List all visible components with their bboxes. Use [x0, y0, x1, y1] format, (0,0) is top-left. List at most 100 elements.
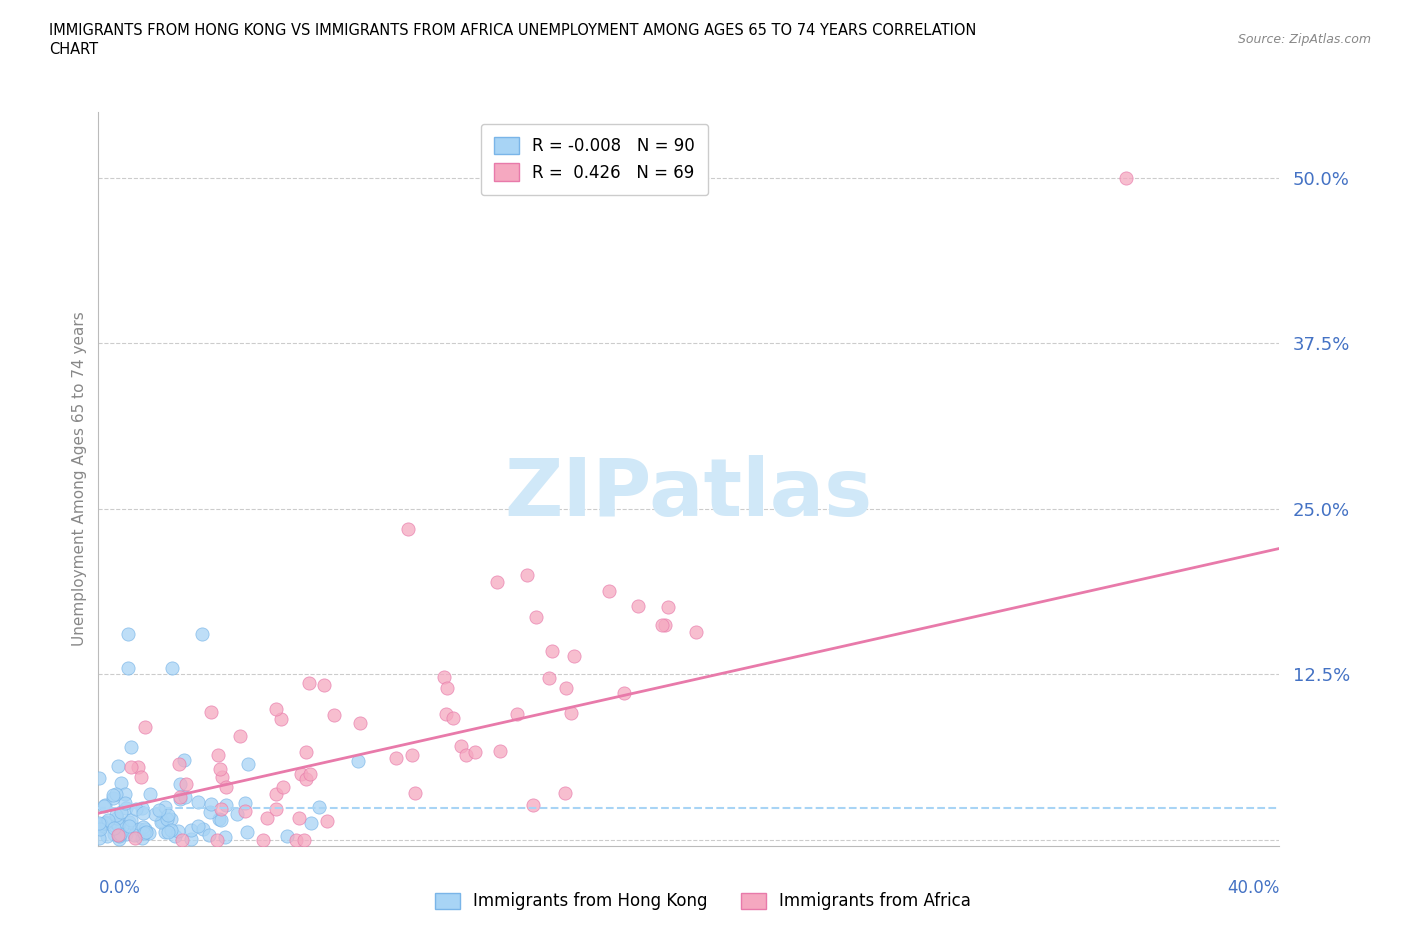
Point [148, 803, 170, 817]
Point [524, 609, 547, 624]
Point [156, 808, 179, 823]
Point [297, 676, 319, 691]
Point [108, 828, 131, 843]
Point [229, 728, 252, 743]
Point [169, 777, 191, 791]
Point [105, 787, 128, 802]
Point [191, 627, 214, 642]
Point [180, 831, 202, 846]
Point [233, 796, 256, 811]
Point [131, 805, 153, 820]
Point [441, 711, 464, 725]
Point [143, 806, 166, 821]
Point [436, 680, 458, 695]
Point [560, 706, 582, 721]
Point [107, 827, 129, 842]
Point [627, 598, 650, 613]
Point [115, 801, 138, 816]
Point [252, 832, 274, 847]
Point [135, 824, 157, 839]
Point [174, 790, 197, 804]
Point [264, 802, 287, 817]
Point [101, 790, 124, 805]
Point [134, 720, 156, 735]
Point [101, 787, 124, 802]
Point [134, 826, 156, 841]
Point [117, 627, 139, 642]
Point [157, 825, 180, 840]
Point [292, 832, 315, 847]
Point [654, 618, 676, 632]
Point [138, 825, 160, 840]
Point [516, 567, 538, 582]
Point [118, 814, 141, 829]
Point [105, 810, 128, 825]
Point [114, 786, 136, 801]
Point [506, 707, 529, 722]
Point [433, 670, 456, 684]
Point [110, 776, 132, 790]
Point [214, 830, 236, 844]
Point [308, 800, 330, 815]
Point [276, 829, 298, 844]
Y-axis label: Unemployment Among Ages 65 to 74 years: Unemployment Among Ages 65 to 74 years [72, 312, 87, 646]
Point [89, 821, 111, 836]
Point [129, 770, 152, 785]
Point [401, 748, 423, 763]
Point [139, 787, 162, 802]
Point [127, 760, 149, 775]
Point [104, 807, 127, 822]
Point [295, 772, 318, 787]
Point [191, 822, 214, 837]
Point [160, 812, 183, 827]
Point [165, 829, 187, 844]
Point [153, 825, 176, 840]
Point [198, 804, 221, 819]
Point [108, 826, 131, 841]
Point [299, 766, 322, 781]
Point [166, 823, 188, 838]
Point [103, 821, 125, 836]
Point [211, 769, 233, 784]
Point [385, 751, 408, 765]
Point [489, 743, 512, 758]
Point [236, 824, 259, 839]
Point [187, 794, 209, 809]
Point [398, 521, 420, 536]
Point [174, 777, 197, 791]
Point [94, 797, 117, 812]
Point [464, 745, 486, 760]
Point [288, 810, 311, 825]
Point [170, 832, 193, 847]
Point [110, 805, 132, 820]
Point [103, 826, 125, 841]
Legend: R = -0.008   N = 90, R =  0.426   N = 69: R = -0.008 N = 90, R = 0.426 N = 69 [481, 124, 709, 195]
Point [215, 779, 238, 794]
Point [651, 618, 673, 632]
Text: Source: ZipAtlas.com: Source: ZipAtlas.com [1237, 33, 1371, 46]
Point [128, 822, 150, 837]
Point [180, 822, 202, 837]
Point [159, 823, 181, 838]
Point [117, 660, 139, 675]
Point [486, 574, 509, 589]
Point [131, 819, 153, 834]
Point [208, 762, 231, 777]
Point [187, 818, 209, 833]
Point [207, 748, 229, 763]
Point [108, 829, 131, 844]
Point [115, 827, 138, 842]
Point [562, 649, 585, 664]
Point [111, 818, 134, 833]
Point [169, 756, 191, 771]
Point [96, 829, 118, 844]
Point [200, 705, 222, 720]
Point [209, 813, 232, 828]
Point [207, 832, 229, 847]
Point [131, 830, 153, 845]
Point [149, 815, 172, 830]
Point [107, 758, 129, 773]
Point [120, 739, 142, 754]
Point [108, 831, 131, 846]
Point [152, 814, 174, 829]
